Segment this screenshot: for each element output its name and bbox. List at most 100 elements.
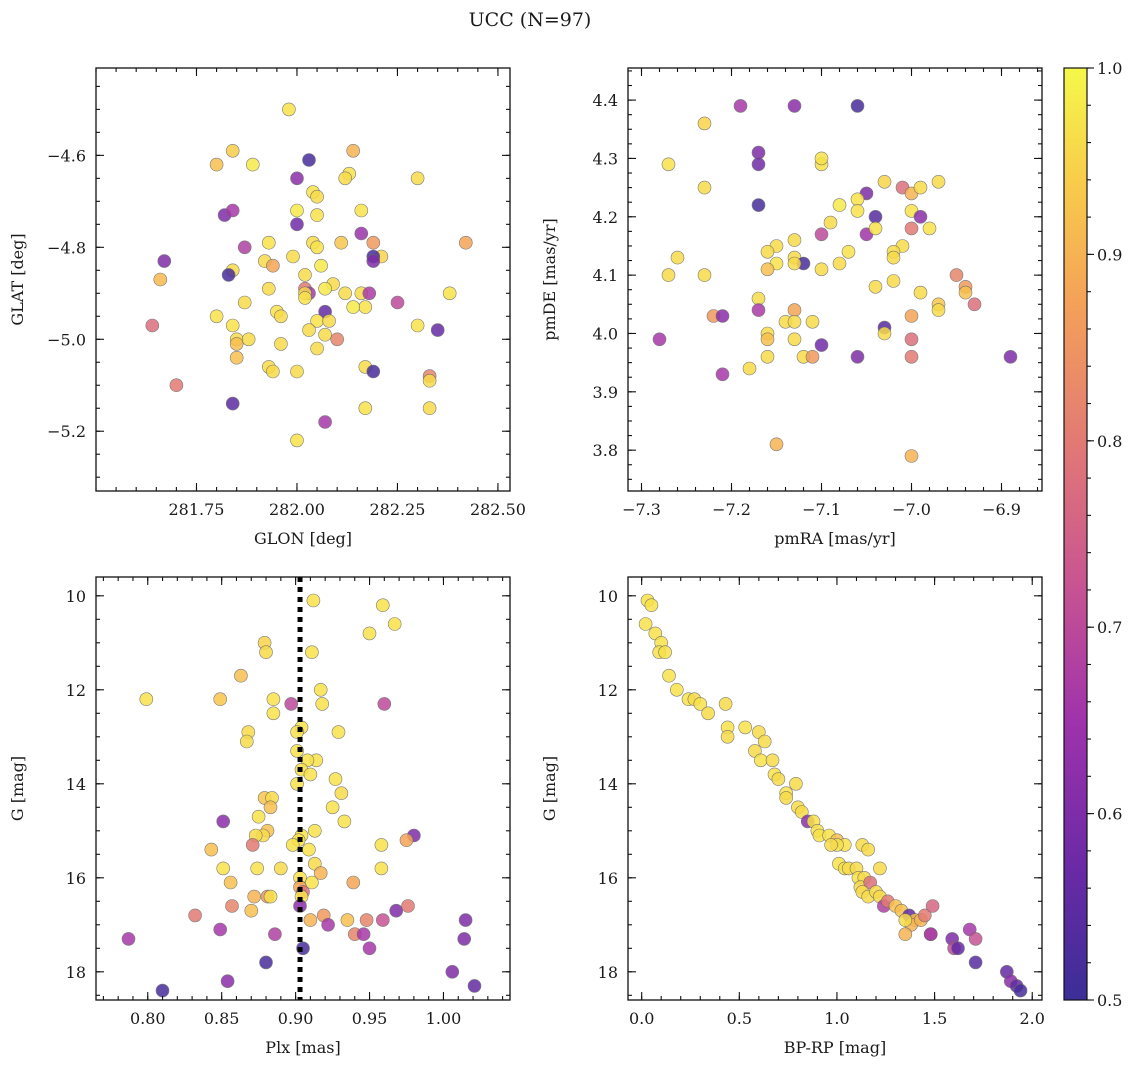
panel-parallax-magnitude: 0.80 0.85 0.90 0.95 1.00 10 12 14 16 18 Plx [mas] G… bbox=[8, 576, 511, 1057]
data-point bbox=[305, 645, 319, 660]
data-point bbox=[225, 203, 240, 218]
data-point bbox=[241, 332, 256, 347]
data-point bbox=[967, 297, 982, 312]
data-point bbox=[1003, 349, 1018, 364]
scatter-points bbox=[145, 102, 473, 448]
data-point bbox=[234, 668, 248, 683]
data-point bbox=[638, 617, 653, 631]
data-point bbox=[237, 240, 252, 255]
data-point bbox=[223, 875, 238, 890]
data-point bbox=[284, 697, 299, 711]
data-point bbox=[760, 349, 775, 364]
data-point bbox=[266, 692, 281, 707]
y-tick-label: 10 bbox=[66, 587, 86, 606]
data-point bbox=[282, 102, 296, 117]
data-point bbox=[246, 157, 260, 172]
data-point bbox=[362, 941, 377, 956]
data-point bbox=[313, 866, 328, 880]
x-tick-label: 0.0 bbox=[629, 1009, 654, 1028]
data-point bbox=[213, 922, 227, 937]
data-point bbox=[814, 262, 829, 277]
figure-title: UCC (N=97) bbox=[469, 9, 592, 31]
data-point bbox=[354, 226, 369, 241]
data-point bbox=[188, 908, 202, 923]
data-point bbox=[693, 697, 708, 711]
x-tick-label: −7.1 bbox=[802, 500, 841, 519]
data-point bbox=[850, 192, 865, 207]
panel-proper-motion: −7.3 −7.2 −7.1 −7.0 −6.9 3.8 3.9 4.0 4.1 4.2 4.3 4.… bbox=[540, 67, 1043, 548]
x-tick-label: −6.9 bbox=[982, 500, 1021, 519]
data-point bbox=[310, 240, 324, 255]
x-tick-label: 0.85 bbox=[204, 1009, 240, 1028]
data-point bbox=[661, 157, 676, 172]
data-point bbox=[399, 833, 414, 848]
data-point bbox=[337, 814, 352, 829]
data-point bbox=[923, 927, 938, 942]
data-point bbox=[931, 175, 946, 189]
y-tick-label: 14 bbox=[66, 775, 86, 794]
data-point bbox=[153, 272, 168, 287]
data-point bbox=[868, 221, 883, 236]
data-point bbox=[787, 332, 802, 347]
data-point bbox=[701, 706, 715, 721]
data-point bbox=[263, 889, 278, 904]
y-tick-label: 3.8 bbox=[593, 441, 618, 460]
data-point bbox=[861, 842, 876, 857]
data-point bbox=[787, 314, 802, 329]
data-point bbox=[832, 198, 847, 212]
data-point bbox=[362, 626, 377, 641]
data-point bbox=[718, 697, 733, 711]
data-point bbox=[268, 927, 282, 942]
axes-frame bbox=[627, 576, 1043, 1001]
data-point bbox=[290, 217, 304, 232]
data-point bbox=[209, 157, 224, 172]
data-point bbox=[263, 800, 278, 815]
data-point bbox=[898, 927, 913, 942]
data-point bbox=[375, 598, 390, 613]
panel-color-magnitude: 0.0 0.5 1.0 1.5 2.0 10 12 14 16 18 BP-RP [mag] G [m… bbox=[540, 576, 1045, 1057]
data-point bbox=[904, 221, 919, 236]
data-point bbox=[302, 153, 316, 167]
data-point bbox=[346, 300, 361, 314]
data-point bbox=[318, 281, 332, 296]
data-point bbox=[225, 318, 240, 333]
data-point bbox=[366, 364, 381, 379]
panel-sky-coordinates: 281.75 282.00 282.25 282.50 −4.6 −4.8 −5.0 −5.2… bbox=[8, 67, 526, 548]
data-point bbox=[662, 668, 676, 683]
x-tick-label: −7.2 bbox=[712, 500, 751, 519]
colorbar-tick-label: 0.5 bbox=[1097, 991, 1122, 1010]
data-point bbox=[917, 908, 932, 923]
data-point bbox=[814, 227, 829, 242]
scatter-points bbox=[638, 593, 1028, 998]
data-point bbox=[374, 838, 389, 852]
colorbar-tick-label: 1.0 bbox=[1097, 59, 1122, 78]
y-axis-label: GLAT [deg] bbox=[8, 233, 27, 325]
data-point bbox=[328, 772, 343, 786]
data-point bbox=[757, 734, 772, 749]
data-point bbox=[715, 367, 730, 382]
data-point bbox=[968, 955, 983, 970]
data-point bbox=[204, 842, 219, 857]
data-point bbox=[751, 145, 766, 160]
x-tick-label: −7.0 bbox=[892, 500, 931, 519]
data-point bbox=[760, 245, 775, 259]
data-point bbox=[771, 772, 786, 786]
data-point bbox=[318, 415, 332, 429]
data-point bbox=[753, 753, 768, 768]
data-point bbox=[322, 314, 336, 328]
colorbar: 0.5 0.6 0.7 0.8 0.9 1.0 bbox=[1063, 59, 1122, 1010]
data-point bbox=[250, 861, 265, 876]
data-point bbox=[346, 144, 361, 158]
data-point bbox=[310, 341, 324, 356]
data-point bbox=[873, 861, 887, 876]
data-point bbox=[904, 309, 919, 323]
colorbar-tick-label: 0.6 bbox=[1097, 805, 1122, 824]
data-point bbox=[805, 314, 820, 329]
data-point bbox=[738, 720, 753, 735]
data-point bbox=[850, 349, 865, 364]
y-tick-label: −4.8 bbox=[47, 238, 86, 257]
data-point bbox=[751, 157, 766, 172]
y-tick-label: 3.9 bbox=[593, 383, 618, 402]
data-point bbox=[715, 309, 730, 323]
data-point bbox=[225, 899, 239, 913]
